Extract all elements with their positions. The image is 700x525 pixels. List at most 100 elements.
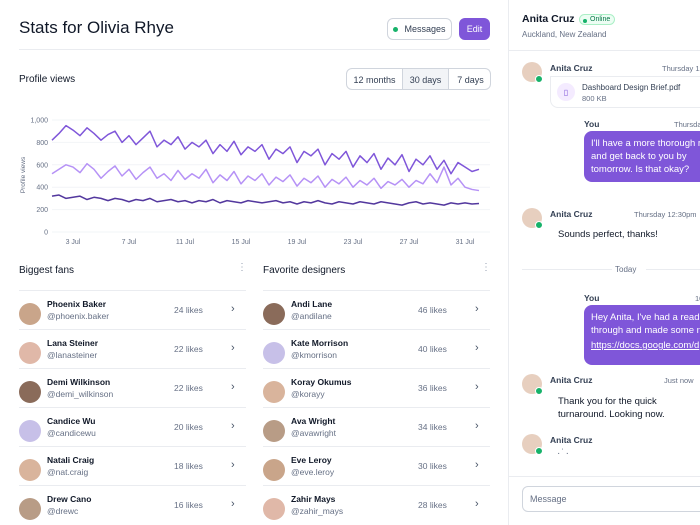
y-tick-label: 600 xyxy=(36,162,48,169)
message-text: Sounds perfect, thanks! xyxy=(558,229,658,240)
time: Thursday xyxy=(674,120,700,129)
avatar xyxy=(263,303,285,325)
chevron[interactable]: › xyxy=(231,342,235,354)
edit-button[interactable]: Edit xyxy=(459,18,490,40)
avatar xyxy=(19,459,41,481)
handle: @demi_wilkinson xyxy=(47,389,114,399)
tab[interactable]: 7 days xyxy=(457,75,484,85)
list-row: Eve Leroy @eve.leroy 30 likes › xyxy=(263,446,490,485)
list-row: Natali Craig @nat.craig 18 likes › xyxy=(19,446,246,485)
handle: @kmorrison xyxy=(291,350,337,360)
divider xyxy=(509,50,700,51)
chart: Profile views 0 200 400 600 800 1,000 3 Jul 7 J… xyxy=(20,118,490,246)
menu-icon[interactable]: ⋮ xyxy=(481,262,491,273)
avatar xyxy=(522,62,543,83)
handle: @lanasteiner xyxy=(47,350,98,360)
name: Drew Cano xyxy=(47,494,92,504)
message-text: Thank you for the quick turnaround. Looki… xyxy=(558,395,665,421)
contact-name: Anita Cruz xyxy=(522,13,575,25)
chevron[interactable]: › xyxy=(231,498,235,510)
chevron[interactable]: › xyxy=(475,303,479,315)
handle: @korayy xyxy=(291,389,325,399)
x-tick-label: 19 Jul xyxy=(288,239,307,246)
name: Zahir Mays xyxy=(291,494,336,504)
likes: 20 likes xyxy=(174,422,203,432)
x-tick-label: 27 Jul xyxy=(400,239,419,246)
likes: 22 likes xyxy=(174,344,203,354)
name: Ava Wright xyxy=(291,416,336,426)
avatar xyxy=(263,459,285,481)
chevron[interactable]: › xyxy=(231,303,235,315)
line: Thank you for the quick xyxy=(558,396,657,407)
file-card[interactable]: ▯ Dashboard Design Brief.pdf 800 KB xyxy=(550,76,700,108)
file-icon: ▯ xyxy=(557,83,575,101)
handle: @zahir_mays xyxy=(291,506,344,516)
handle: @drewc xyxy=(47,506,79,516)
name: Natali Craig xyxy=(47,455,95,465)
typing-indicator: ·˙· xyxy=(557,448,570,459)
label: Messages xyxy=(404,24,446,34)
x-tick-label: 11 Jul xyxy=(176,239,195,246)
chevron[interactable]: › xyxy=(475,342,479,354)
likes: 36 likes xyxy=(418,383,447,393)
name: Kate Morrison xyxy=(291,338,349,348)
avatar xyxy=(263,420,285,442)
avatar xyxy=(263,342,285,364)
chart-title: Profile views xyxy=(19,74,76,85)
page-title: Stats for Olivia Rhye xyxy=(19,18,174,37)
section-title: Favorite designers xyxy=(263,265,346,276)
tab[interactable]: 12 months xyxy=(347,69,403,89)
avatar xyxy=(263,498,285,520)
list-row: Zahir Mays @zahir_mays 28 likes › xyxy=(263,485,490,524)
likes: 28 likes xyxy=(418,500,447,510)
likes: 16 likes xyxy=(174,500,203,510)
chevron[interactable]: › xyxy=(475,459,479,471)
x-tick-label: 3 Jul xyxy=(66,239,81,246)
divider xyxy=(522,269,612,270)
likes: 34 likes xyxy=(418,422,447,432)
tab[interactable]: 30 days xyxy=(403,69,449,89)
link[interactable]: https://docs.google.com/d xyxy=(591,340,700,351)
y-tick-label: 0 xyxy=(44,230,48,237)
handle: @andilane xyxy=(291,311,332,321)
avatar xyxy=(263,381,285,403)
messages-button[interactable]: Messages xyxy=(387,18,452,40)
likes: 24 likes xyxy=(174,305,203,315)
y-tick-label: 200 xyxy=(36,207,48,214)
time: 10 xyxy=(695,294,700,303)
chevron[interactable]: › xyxy=(475,498,479,510)
list-row: Lana Steiner @lanasteiner 22 likes › xyxy=(19,329,246,368)
name: Eve Leroy xyxy=(291,455,332,465)
file-size: 800 KB xyxy=(582,94,607,103)
chevron[interactable]: › xyxy=(231,459,235,471)
menu-icon[interactable]: ⋮ xyxy=(237,262,247,273)
sender: Anita Cruz xyxy=(550,435,593,445)
y-tick-label: 800 xyxy=(36,140,48,147)
chevron[interactable]: › xyxy=(231,381,235,393)
handle: @eve.leroy xyxy=(291,467,335,477)
chevron[interactable]: › xyxy=(475,420,479,432)
list-row: Andi Lane @andilane 46 likes › xyxy=(263,290,490,329)
sender: Anita Cruz xyxy=(550,63,593,73)
name: Demi Wilkinson xyxy=(47,377,111,387)
avatar xyxy=(19,342,41,364)
avatar xyxy=(19,498,41,520)
likes: 40 likes xyxy=(418,344,447,354)
divider xyxy=(19,49,490,50)
name: Candice Wu xyxy=(47,416,96,426)
chevron[interactable]: › xyxy=(475,381,479,393)
chat-panel: Anita Cruz Online Auckland, New Zealand … xyxy=(508,0,700,525)
likes: 46 likes xyxy=(418,305,447,315)
time: Just now xyxy=(664,376,694,385)
list-row: Kate Morrison @kmorrison 40 likes › xyxy=(263,329,490,368)
chevron[interactable]: › xyxy=(231,420,235,432)
message-input[interactable]: Message xyxy=(522,486,700,512)
list-row: Drew Cano @drewc 16 likes › xyxy=(19,485,246,524)
x-tick-label: 7 Jul xyxy=(122,239,137,246)
location: Auckland, New Zealand xyxy=(522,30,607,39)
list-row: Ava Wright @avawright 34 likes › xyxy=(263,407,490,446)
name: Lana Steiner xyxy=(47,338,99,348)
line: and get back to you by xyxy=(591,151,687,162)
sender: Anita Cruz xyxy=(550,209,593,219)
